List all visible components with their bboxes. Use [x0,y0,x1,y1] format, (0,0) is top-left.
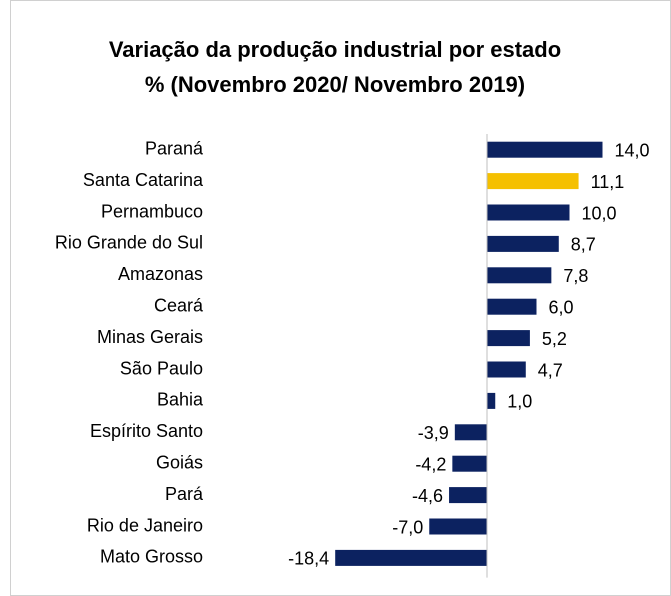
y-tick-label: Minas Gerais [97,327,203,347]
data-label: 11,1 [591,172,625,192]
y-tick-label: Amazonas [118,264,203,284]
y-tick-label: Bahia [157,390,204,410]
bar [429,518,487,535]
bar [487,361,526,378]
bar [487,298,537,315]
data-label: -3,9 [418,423,449,443]
bar [452,455,487,472]
data-label: -4,6 [412,486,443,506]
bar [487,235,559,252]
y-tick-label: Paraná [145,138,204,158]
y-tick-label: Pará [165,484,204,504]
bar [487,173,579,190]
y-tick-label: Rio Grande do Sul [55,233,203,253]
data-label: 7,8 [563,266,588,286]
y-tick-label: Pernambuco [101,201,203,221]
bar [487,267,552,284]
bar [335,549,487,566]
y-tick-label: Santa Catarina [83,170,204,190]
chart-title: Variação da produção industrial por esta… [109,37,561,62]
data-label: 10,0 [582,203,617,223]
data-label: 4,7 [538,360,563,380]
y-tick-label: Goiás [156,452,203,472]
y-tick-label: Espírito Santo [90,421,203,441]
data-label: -18,4 [288,549,329,569]
data-label: -4,2 [415,454,446,474]
data-label: 5,2 [542,329,567,349]
y-tick-label: Ceará [154,295,204,315]
bar [487,204,570,221]
y-tick-label: São Paulo [120,358,203,378]
data-label: 1,0 [507,392,532,412]
chart-subtitle: % (Novembro 2020/ Novembro 2019) [145,72,525,97]
data-label: 8,7 [571,235,596,255]
bar [487,141,603,158]
y-tick-label: Rio de Janeiro [87,515,203,535]
bar [454,424,487,441]
bar [487,330,530,347]
data-label: -7,0 [392,517,423,537]
data-label: 6,0 [549,297,574,317]
bar [487,392,496,409]
y-tick-label: Mato Grosso [100,547,203,567]
bar [449,487,487,504]
data-label: 14,0 [615,140,650,160]
